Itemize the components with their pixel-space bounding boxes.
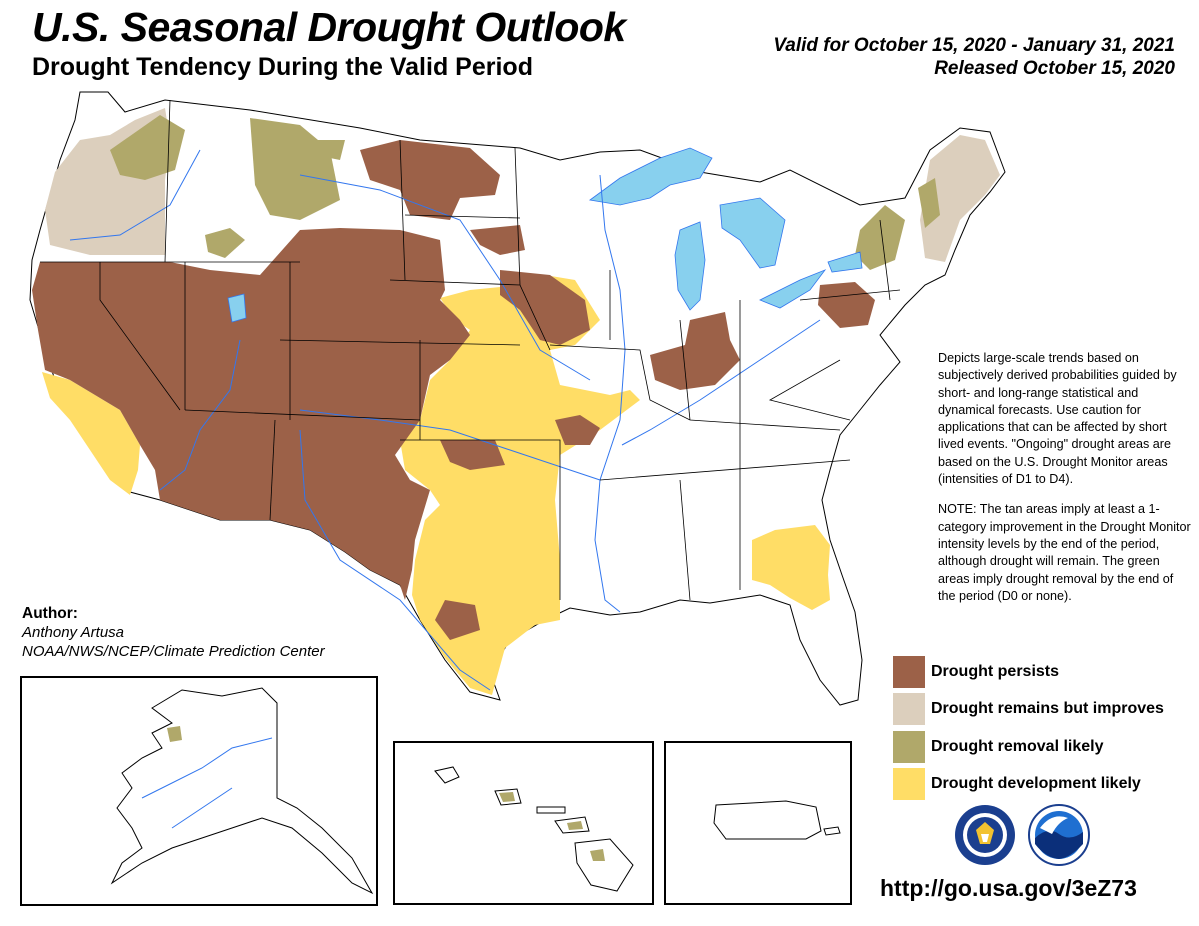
alaska-inset bbox=[20, 676, 378, 906]
boundary-6 bbox=[184, 409, 421, 421]
hawaii-removal-big-island bbox=[590, 849, 605, 861]
boundary-10 bbox=[389, 279, 521, 286]
boundary-19 bbox=[679, 479, 691, 601]
short-url-link[interactable]: http://go.usa.gov/3eZ73 bbox=[880, 875, 1137, 901]
rivers bbox=[69, 149, 821, 691]
development-areas bbox=[42, 275, 830, 695]
noaa-logo-icon bbox=[1028, 804, 1090, 866]
legend-swatch-improves bbox=[893, 693, 925, 725]
alaska-land bbox=[110, 687, 374, 895]
legend-swatch-removal bbox=[893, 731, 925, 763]
improves-new-england bbox=[920, 135, 1000, 262]
author-name: Anthony Artusa bbox=[22, 624, 125, 641]
boundary-7 bbox=[269, 419, 276, 521]
boundary-24 bbox=[768, 359, 851, 421]
hawaii-map bbox=[434, 766, 634, 892]
persists-west bbox=[32, 228, 470, 600]
boundary-23 bbox=[879, 219, 891, 301]
removal-areas bbox=[110, 115, 940, 270]
persists-ozark bbox=[555, 415, 600, 445]
yukon-river bbox=[141, 737, 273, 799]
boundary-22 bbox=[799, 289, 901, 301]
map-subtitle: Drought Tendency During the Valid Period bbox=[32, 53, 533, 81]
removal-washington bbox=[110, 115, 185, 180]
persists-dakotas bbox=[470, 225, 525, 255]
boundary-14 bbox=[400, 439, 561, 600]
lake-erie bbox=[759, 269, 827, 309]
removal-maine bbox=[918, 178, 940, 228]
puerto-rico-inset bbox=[664, 741, 852, 905]
culebra-vieques bbox=[823, 826, 841, 836]
lake-ontario bbox=[827, 251, 863, 273]
boundary-13 bbox=[404, 214, 521, 219]
boundary-3 bbox=[99, 262, 181, 411]
legend-label-removal: Drought removal likely bbox=[931, 738, 1104, 755]
lake-michigan bbox=[674, 221, 706, 311]
ohio-river bbox=[621, 319, 821, 446]
boundary-12 bbox=[514, 147, 551, 351]
persists-oklahoma bbox=[440, 440, 505, 470]
missouri-river bbox=[299, 174, 591, 381]
legend-swatch-persists bbox=[893, 656, 925, 688]
persists-pennsylvania bbox=[818, 282, 875, 328]
legend-label-improves: Drought remains but improves bbox=[931, 700, 1164, 717]
author-organization: NOAA/NWS/NCEP/Climate Prediction Center bbox=[22, 643, 325, 660]
removal-idaho bbox=[205, 228, 245, 258]
persists-corn-belt bbox=[500, 270, 590, 345]
boundary-17 bbox=[679, 319, 691, 421]
author-heading: Author: bbox=[22, 605, 78, 622]
puerto-rico-map bbox=[713, 800, 841, 840]
mississippi-river bbox=[594, 174, 626, 613]
removal-montana-east bbox=[315, 140, 345, 160]
columbia-river bbox=[69, 149, 201, 241]
puerto-rico-land bbox=[713, 800, 822, 840]
description-paragraph-2: NOTE: The tan areas imply at least a 1-c… bbox=[938, 502, 1191, 603]
alaska-map bbox=[110, 687, 374, 895]
water-bodies bbox=[227, 147, 863, 323]
legend-label-development: Drought development likely bbox=[931, 775, 1141, 792]
persists-northern-plains bbox=[360, 140, 500, 220]
description-text: Depicts large-scale trends based on subj… bbox=[938, 350, 1193, 618]
lake-huron bbox=[719, 197, 786, 269]
lake-superior bbox=[588, 147, 713, 206]
boundary-1 bbox=[164, 99, 171, 263]
legend-swatch-development bbox=[893, 768, 925, 800]
development-plains bbox=[400, 275, 640, 695]
hawaii-removal-maui bbox=[567, 821, 583, 830]
persists-texas bbox=[435, 600, 480, 640]
department-of-commerce-seal-icon bbox=[954, 804, 1016, 866]
kuskokwim-river bbox=[171, 787, 233, 829]
legend-label-persists: Drought persists bbox=[931, 663, 1060, 680]
description-paragraph-1: Depicts large-scale trends based on subj… bbox=[938, 351, 1177, 487]
release-date: Released October 15, 2020 bbox=[934, 58, 1175, 79]
valid-range: Valid for October 15, 2020 - January 31,… bbox=[773, 35, 1175, 56]
great-salt-lake bbox=[227, 293, 247, 323]
alaska-removal-area bbox=[167, 726, 182, 742]
hawaii-big-island bbox=[574, 838, 634, 892]
alaska-rivers bbox=[141, 737, 273, 829]
rio-grande bbox=[299, 429, 491, 691]
hawaii-inset bbox=[393, 741, 654, 905]
removal-new-york bbox=[855, 205, 905, 270]
boundary-11 bbox=[399, 139, 406, 281]
persists-midwest bbox=[650, 312, 740, 390]
persists-areas bbox=[32, 140, 875, 640]
kauai bbox=[434, 766, 460, 784]
boundary-9 bbox=[279, 339, 521, 346]
molokai bbox=[536, 806, 566, 814]
author-block: Author: Anthony Artusa NOAA/NWS/NCEP/Cli… bbox=[22, 604, 325, 661]
map-title: U.S. Seasonal Drought Outlook bbox=[32, 4, 626, 50]
hawaii-removal-oahu bbox=[499, 792, 515, 802]
development-southeast bbox=[752, 525, 830, 610]
boundary-20 bbox=[599, 459, 851, 481]
colorado-river bbox=[159, 339, 241, 491]
development-california bbox=[42, 372, 140, 495]
state-boundaries bbox=[40, 99, 901, 601]
